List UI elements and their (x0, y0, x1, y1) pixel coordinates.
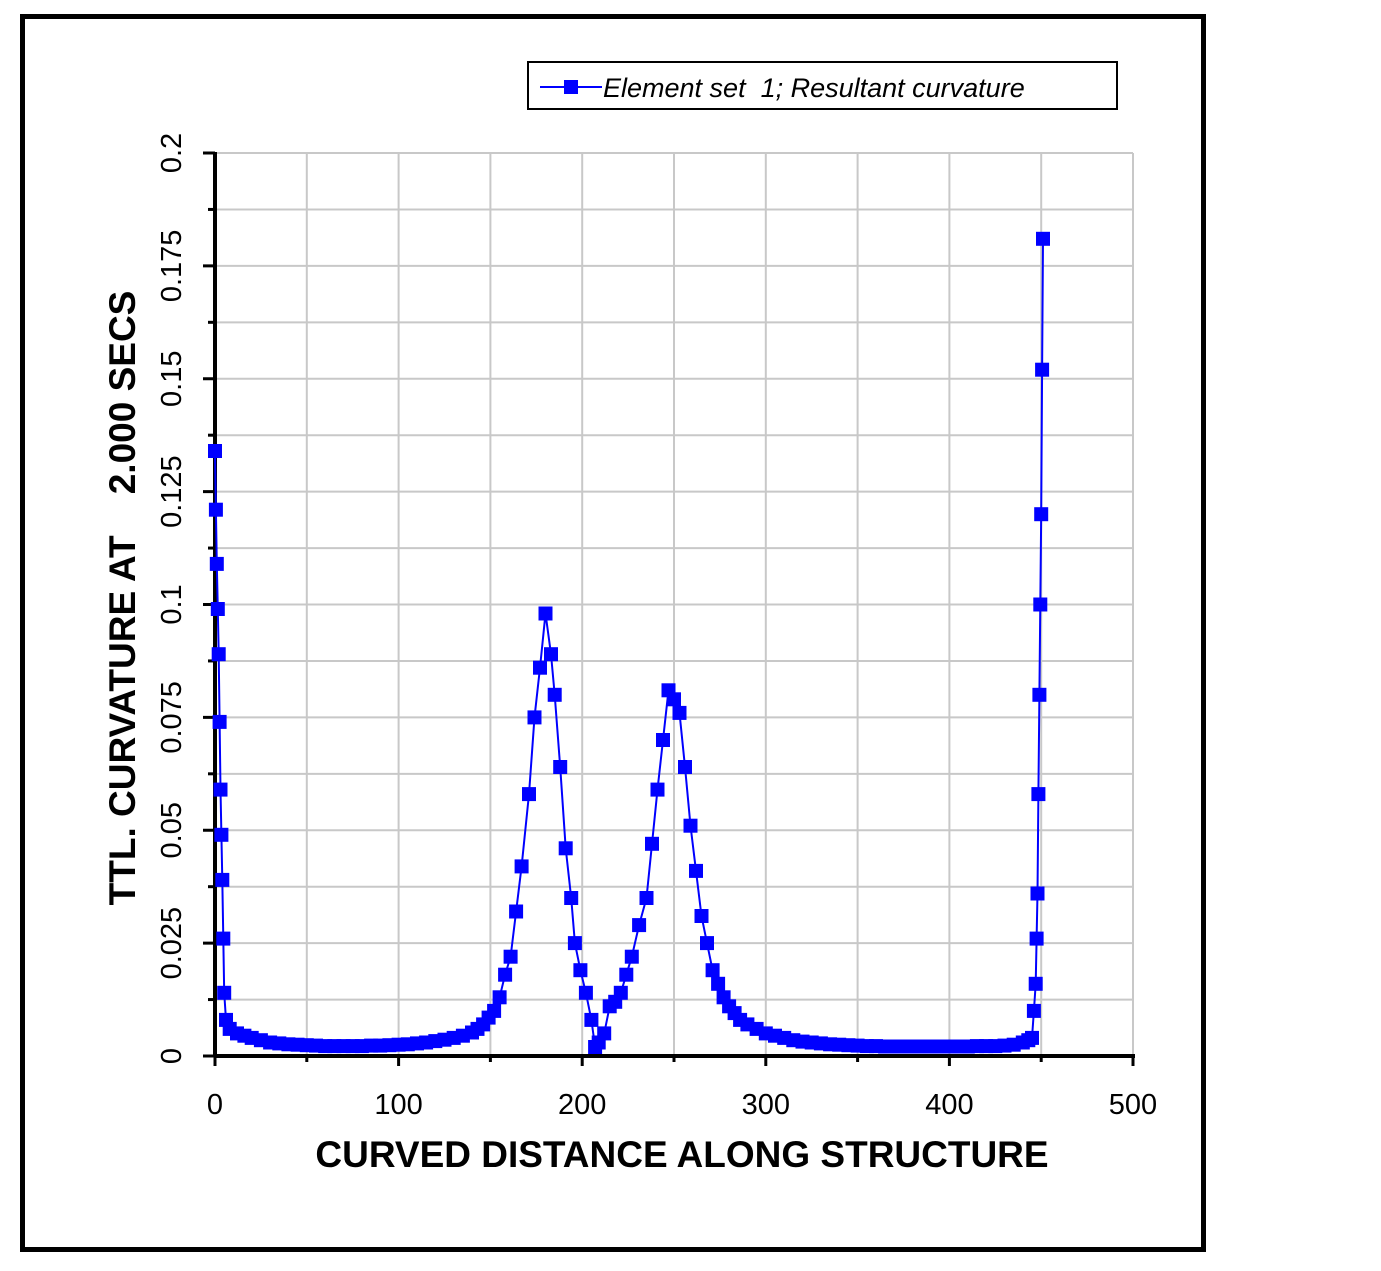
y-tick-label: 0.125 (156, 455, 188, 528)
data-point-marker (533, 660, 547, 675)
legend-box (527, 61, 1118, 110)
y-tick-label: 0.15 (156, 351, 188, 407)
data-point-marker (1028, 976, 1043, 991)
legend: Element set 1; Resultant curvature (527, 61, 1118, 110)
data-point-marker (514, 859, 529, 874)
x-tick-label: 200 (558, 1089, 606, 1121)
data-point-marker (527, 710, 542, 725)
data-point-marker (597, 1026, 612, 1041)
data-point-marker (689, 863, 703, 878)
data-point-marker (217, 985, 232, 1000)
data-point-marker (700, 936, 714, 951)
data-point-marker (213, 782, 228, 797)
y-tick-label: 0.1 (156, 584, 188, 624)
data-point-marker (694, 909, 709, 923)
x-tick-label: 300 (742, 1089, 790, 1121)
data-point-marker (573, 963, 588, 978)
y-tick-label: 0.075 (156, 681, 188, 754)
data-point-marker (214, 827, 229, 842)
data-point-marker (619, 967, 634, 982)
data-point-marker (487, 1003, 502, 1018)
data-point-marker (216, 931, 231, 946)
series-layer (208, 231, 1050, 1054)
data-point-marker (624, 949, 639, 964)
data-point-marker (558, 841, 573, 856)
data-point-marker (645, 836, 659, 851)
x-tick-labels: 0 100 200 300 400 500 (207, 1089, 1157, 1121)
data-point-marker (1036, 231, 1050, 246)
data-point-marker (567, 936, 582, 951)
data-point-marker (208, 444, 222, 458)
data-point-marker (522, 787, 536, 802)
y-tick-label: 0 (156, 1048, 188, 1064)
data-point-marker (1031, 787, 1046, 802)
grid (214, 152, 1134, 1057)
data-point-marker (705, 963, 720, 978)
data-point-marker (1026, 1003, 1041, 1018)
data-point-marker (639, 891, 654, 905)
y-tick-label: 0.2 (156, 133, 188, 173)
series-line (214, 238, 1044, 1050)
data-point-marker (632, 918, 647, 933)
data-point-marker (613, 985, 628, 1000)
data-point-marker (498, 967, 513, 982)
data-point-marker (492, 990, 507, 1005)
legend-marker-sample (564, 80, 578, 94)
x-axis-title: CURVED DISTANCE ALONG STRUCTURE (315, 1134, 1048, 1175)
x-tick-label: 0 (207, 1089, 223, 1121)
data-point-marker (656, 733, 670, 747)
data-point-marker (544, 647, 558, 662)
data-point-marker (683, 818, 698, 833)
data-point-marker (538, 606, 553, 621)
data-point-marker (215, 872, 230, 887)
axes (203, 151, 1135, 1066)
data-point-marker (503, 949, 518, 964)
y-tick-labels: 0 0.025 0.05 0.075 0.1 0.125 0.15 0.175 0.2 (156, 133, 188, 1064)
data-point-marker (667, 692, 681, 707)
data-point-marker (678, 760, 692, 774)
data-point-marker (650, 782, 665, 797)
x-tick-label: 500 (1109, 1089, 1157, 1121)
data-point-marker (672, 705, 687, 720)
data-point-marker (553, 760, 568, 774)
y-tick-label: 0.025 (156, 907, 188, 980)
data-point-marker (578, 985, 593, 1000)
data-point-marker (1025, 1030, 1039, 1045)
legend-label: Element set 1; Resultant curvature (603, 73, 1025, 103)
data-point-marker (210, 602, 225, 616)
data-point-marker (212, 714, 227, 729)
data-point-marker (584, 1012, 599, 1027)
y-tick-label: 0.05 (156, 802, 188, 858)
data-point-marker (1029, 931, 1044, 946)
data-point-marker (209, 556, 224, 571)
y-tick-label: 0.175 (156, 230, 188, 303)
data-point-marker (1034, 507, 1049, 522)
data-point-marker (1032, 687, 1047, 702)
data-point-marker (564, 891, 579, 905)
data-point-marker (211, 647, 226, 662)
data-point-marker (208, 502, 223, 517)
data-point-marker (711, 976, 726, 991)
data-point-marker (1030, 886, 1045, 901)
data-point-marker (547, 687, 562, 702)
data-point-marker (1033, 597, 1048, 612)
x-tick-label: 100 (374, 1089, 422, 1121)
data-point-marker (1035, 362, 1050, 377)
y-axis-title: TTL. CURVATURE AT 2.000 SECS (102, 291, 143, 906)
x-tick-label: 400 (925, 1089, 973, 1121)
data-point-marker (509, 904, 524, 919)
